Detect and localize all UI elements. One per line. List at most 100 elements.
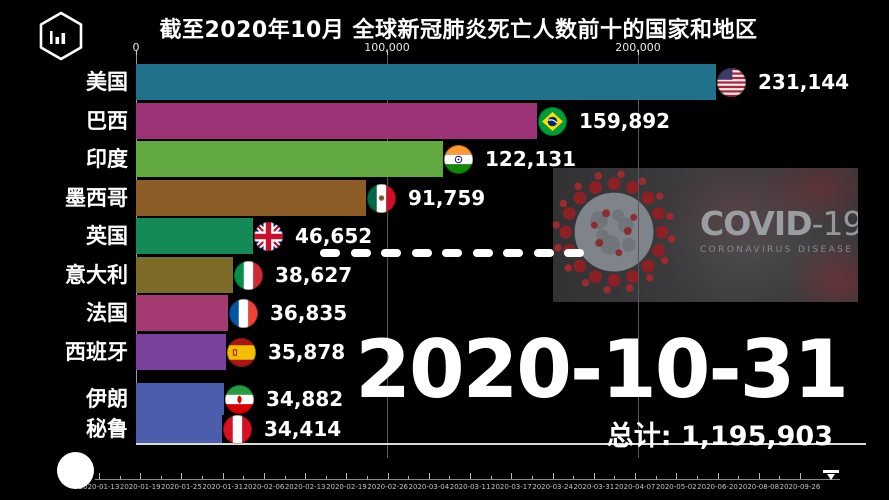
timeline-tick [552, 473, 554, 479]
axis-tick [638, 50, 639, 55]
dash [472, 249, 493, 257]
country-label: 法国 [86, 301, 128, 325]
bar-value: 35,878 [268, 340, 346, 364]
dash [381, 249, 401, 257]
country-label: 秘鲁 [86, 417, 128, 441]
flag-br-icon [538, 106, 567, 136]
timeline-minor-tick [696, 476, 698, 479]
flag-us-icon [717, 67, 746, 97]
bar-row: 印度 122,131 [0, 141, 889, 177]
timeline-date-label: 2020-03-04 [408, 483, 450, 491]
timeline-tick [140, 473, 142, 479]
dash [411, 249, 432, 257]
axis-tick-label: 0 [132, 41, 140, 54]
timeline-minor-tick [449, 476, 451, 479]
bar-value: 34,882 [266, 387, 344, 411]
country-bar [136, 103, 537, 139]
country-label: 墨西哥 [65, 186, 128, 210]
axis-tick [387, 50, 388, 55]
chart-title: 截至2020年10月 全球新冠肺炎死亡人数前十的国家和地区 [159, 18, 758, 43]
timeline-date-label: 2020-01-19 [119, 483, 161, 491]
bar-value: 46,652 [295, 224, 373, 248]
country-bar [136, 218, 253, 254]
bar-row: 英国 46,652 [0, 218, 889, 254]
timeline-tick [181, 473, 183, 479]
country-label: 美国 [86, 70, 128, 94]
timeline-minor-tick [779, 476, 781, 479]
bar-value: 91,759 [408, 186, 486, 210]
timeline-date-label: 2020-03-11 [449, 483, 491, 491]
covid-image-overlay: COVID-19 CORONAVIRUS DISEASE 2019 [553, 168, 858, 302]
timeline-handle-bar [823, 470, 839, 473]
covid-subtitle: CORONAVIRUS DISEASE 2019 [700, 245, 858, 256]
timeline-date-label: 2020-01-13 [78, 483, 120, 491]
country-bar [136, 415, 222, 443]
axis-tick-label: 100,000 [364, 41, 410, 54]
country-bar [136, 334, 226, 370]
timeline-tick [99, 473, 100, 479]
flag-fr-icon [229, 298, 258, 328]
covid-text-block: COVID-19 CORONAVIRUS DISEASE 2019 [700, 204, 858, 256]
current-date: 2020-10-31 [355, 323, 849, 416]
timeline-tick [222, 473, 224, 479]
timeline-tick [305, 473, 307, 479]
timeline-handle-pointer-icon [827, 473, 835, 480]
flag-mx-icon [367, 183, 396, 213]
dash [533, 249, 554, 257]
timeline-tick [511, 473, 513, 479]
timeline-minor-tick [531, 476, 533, 479]
flag-ir-icon [225, 384, 254, 414]
dash [442, 249, 462, 257]
timeline-tick [387, 473, 389, 479]
timeline-minor-tick [614, 476, 616, 479]
bar-row: 伊朗 34,882 [0, 383, 889, 415]
timeline-date-label: 2020-02-19 [326, 483, 367, 491]
axis-tick [136, 50, 137, 55]
timeline-date-label: 2020-02-13 [284, 483, 326, 491]
bar-value: 36,835 [270, 301, 348, 325]
timeline-tick [346, 473, 348, 479]
country-bar [136, 295, 228, 331]
timeline-minor-tick [738, 476, 740, 479]
timeline-date-label: 2020-04-07 [614, 483, 656, 491]
coronavirus-icon [553, 170, 676, 294]
timeline-date-label: 2020-06-20 [697, 483, 738, 491]
timeline-track[interactable] [95, 479, 840, 480]
bar-row: 墨西哥 91,759 [0, 180, 889, 216]
flag-it-icon [234, 260, 263, 290]
total-label: 总计: [606, 421, 672, 452]
country-bar [136, 64, 716, 100]
bar-value: 38,627 [275, 263, 353, 287]
country-label: 英国 [86, 224, 128, 248]
timeline-minor-tick [408, 476, 410, 479]
gridline [638, 55, 639, 458]
country-bar [136, 141, 443, 177]
timeline-tick [799, 473, 801, 479]
timeline-date-label: 2020-05-02 [655, 483, 697, 491]
timeline-minor-tick [119, 476, 121, 479]
timeline-minor-tick [655, 476, 657, 479]
timeline-tick [758, 473, 760, 479]
timeline-minor-tick [243, 476, 245, 479]
timeline-minor-tick [284, 476, 286, 479]
bar-row: 西班牙 35,878 [0, 334, 889, 370]
flag-pe-icon [223, 414, 252, 444]
bar-row: 意大利 38,627 [0, 257, 889, 293]
timeline-date-label: 2020-09-26 [779, 483, 821, 491]
timeline-date-label: 2020-03-24 [532, 483, 573, 491]
bar-value: 159,892 [579, 109, 671, 133]
timeline-date-label: 2020-02-26 [367, 483, 408, 491]
timeline-handle[interactable] [823, 470, 839, 482]
timeline-tick [263, 473, 265, 479]
country-label: 意大利 [65, 263, 128, 287]
covid-title: COVID-19 [700, 204, 858, 243]
country-label: 伊朗 [86, 387, 128, 411]
bar-value: 122,131 [485, 147, 577, 171]
country-label: 巴西 [86, 109, 128, 133]
total-value: 1,195,903 [680, 421, 833, 452]
axis-baseline [136, 443, 866, 445]
bar-row: 法国 36,835 [0, 295, 889, 331]
play-button[interactable] [57, 452, 94, 489]
bar-value: 34,414 [264, 417, 342, 441]
